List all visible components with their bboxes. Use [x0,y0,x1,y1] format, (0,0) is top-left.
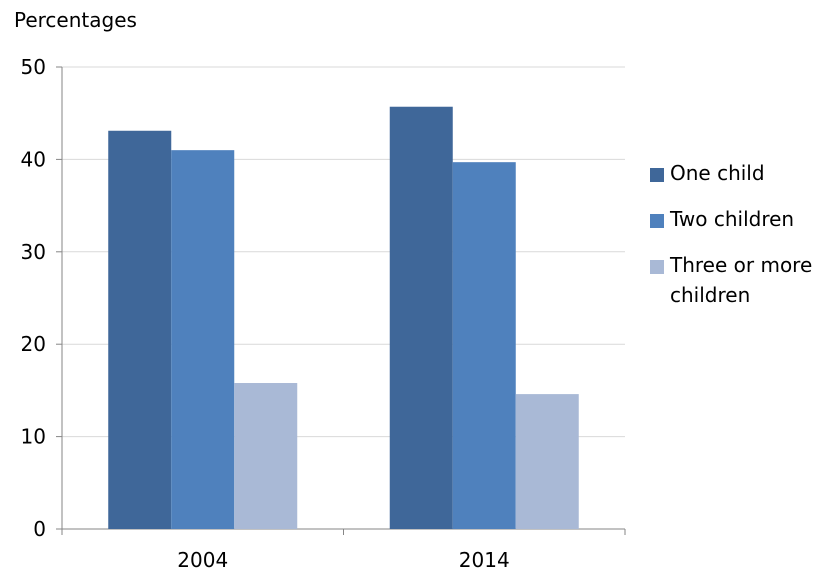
x-tick-label: 2014 [459,548,510,572]
y-tick-label: 0 [33,517,46,541]
legend-label-one-child: One child [670,161,765,185]
bar-2004-two-children [171,150,235,529]
bar-2014-two-children [452,162,516,529]
y-tick-label: 10 [21,425,46,449]
legend-swatch-two-children [650,214,664,228]
legend-label-three-or-more: Three or more children [670,253,813,307]
bar-2004-one-child [108,130,172,530]
y-tick-label: 50 [21,55,46,79]
bar-2014-one-child [389,106,453,530]
legend-swatch-three-or-more [650,260,664,274]
legend-item-three-or-more: Three or more children [650,250,824,310]
y-tick-label: 40 [21,147,46,171]
y-axis-label: Percentages [14,8,137,32]
legend-label-two-children: Two children [670,207,795,231]
bar-2014-three-or-more-children [515,394,579,529]
legend-swatch-one-child [650,168,664,182]
x-tick-label: 2004 [177,548,228,572]
y-tick-label: 30 [21,240,46,264]
bar-2004-three-or-more-children [234,383,298,529]
legend-item-two-children: Two children [650,204,824,234]
legend: One child Two children Three or more chi… [650,158,824,310]
legend-item-one-child: One child [650,158,824,188]
y-tick-label: 20 [21,332,46,356]
